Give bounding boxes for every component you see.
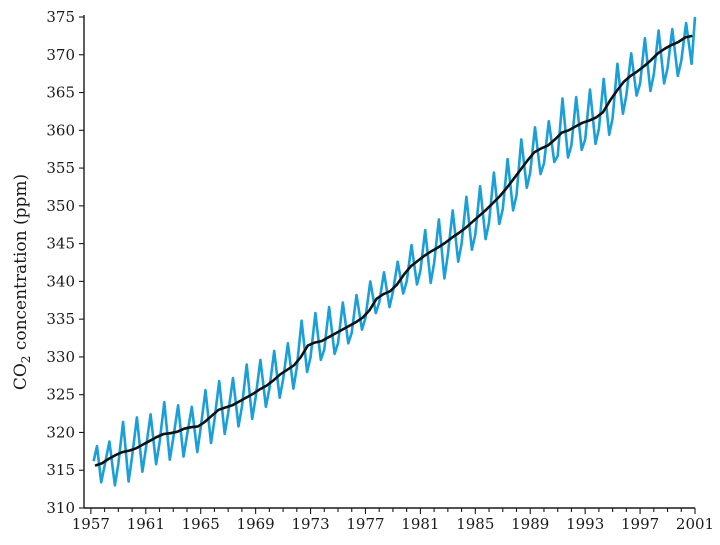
y-tick-label: 330 xyxy=(46,348,75,366)
y-axis-label-prefix: CO xyxy=(11,363,31,390)
x-tick-label: 1997 xyxy=(621,515,659,533)
x-tick-label: 1989 xyxy=(511,515,549,533)
y-tick-label: 310 xyxy=(46,499,75,517)
x-tick-label: 1993 xyxy=(566,515,604,533)
x-tick-label: 1969 xyxy=(237,515,275,533)
y-tick-label: 355 xyxy=(46,159,75,177)
x-tick-label: 1985 xyxy=(456,515,494,533)
y-tick-label: 375 xyxy=(46,8,75,26)
ticks: 310 315 320 325 330 335 340 345 350 355 360 365 370 3… xyxy=(46,8,714,533)
x-tick-label: 2001 xyxy=(676,515,714,533)
x-tick-label: 1973 xyxy=(291,515,329,533)
x-tick-label: 1965 xyxy=(182,515,220,533)
y-tick-label: 335 xyxy=(46,310,75,328)
y-tick-label: 315 xyxy=(46,461,75,479)
y-axis-label: CO2 concentration (ppm) xyxy=(11,174,33,390)
x-tick-label: 1961 xyxy=(127,515,165,533)
trend-series-line xyxy=(94,34,693,467)
series-layer xyxy=(92,16,697,487)
y-tick-label: 350 xyxy=(46,197,75,215)
x-tick-label: 1977 xyxy=(346,515,384,533)
y-axis-label-suffix: concentration (ppm) xyxy=(11,174,31,356)
y-tick-label: 325 xyxy=(46,386,75,404)
y-tick-label: 370 xyxy=(46,46,75,64)
x-tick-label: 1981 xyxy=(401,515,439,533)
x-tick-label: 1957 xyxy=(72,515,110,533)
y-axis-label-subscript: 2 xyxy=(19,356,33,364)
y-tick-label: 360 xyxy=(46,121,75,139)
seasonal-series-line xyxy=(92,16,697,487)
y-tick-label: 340 xyxy=(46,272,75,290)
axes xyxy=(83,15,695,509)
y-tick-label: 320 xyxy=(46,423,75,441)
y-tick-label: 345 xyxy=(46,235,75,253)
y-tick-label: 365 xyxy=(46,84,75,102)
